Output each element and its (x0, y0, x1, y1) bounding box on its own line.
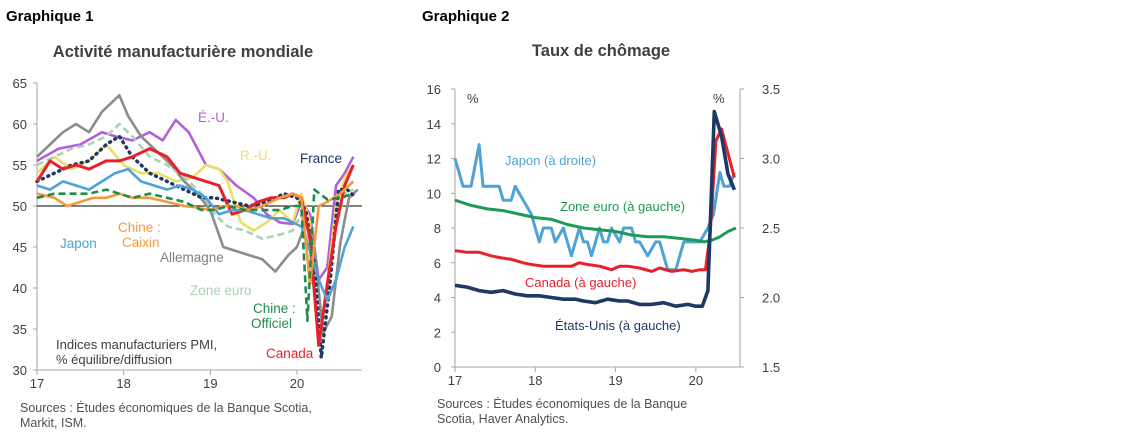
chart1-series-france (35, 134, 358, 360)
chart2-left-tick-label: 16 (427, 82, 441, 97)
chart1-series-label-canada: Canada (266, 346, 314, 361)
chart2-right-unit: % (713, 91, 725, 106)
chart2-series-etats-unis-a-gauche (454, 109, 737, 308)
chart1-series-label-chine-caixin-line1: Chine : (118, 220, 161, 235)
chart2-series-label-zone-euro-a-gauche: Zone euro (à gauche) (560, 199, 685, 214)
chart1-title: Activité manufacturière mondiale (53, 43, 313, 61)
chart2-left-tick-label: 14 (427, 117, 441, 132)
chart1-series-chine-officiel (36, 188, 354, 323)
chart1-series-label-chine-caixin-line2: Caixin (122, 235, 160, 250)
chart1-series-label-france: France (300, 151, 342, 166)
chart2-left-tick-label: 2 (434, 325, 441, 340)
chart2-left-tick-label: 6 (434, 256, 441, 271)
chart2-x-tick-label: 17 (448, 373, 462, 388)
chart1-series-label-zone-euro: Zone euro (190, 283, 252, 298)
chart2-series-label-etats-unis-a-gauche: États-Unis (à gauche) (555, 318, 681, 333)
panel-label-right: Graphique 2 (422, 8, 510, 25)
chart1-series-japon (36, 167, 355, 302)
panel-label-left: Graphique 1 (6, 8, 94, 25)
chart2-x-tick-label: 19 (608, 373, 622, 388)
chart1-y-tick-label: 55 (13, 158, 27, 173)
chart1-x-tick-label: 18 (116, 376, 130, 391)
chart1-series-label-chine-officiel-line1: Chine : (253, 301, 296, 316)
chart1-series-label-r-u: R.-U. (240, 148, 272, 163)
chart1-y-tick-label: 40 (13, 281, 27, 296)
chart1-plot-area: 30 35 40 45 50 55 60 65 17 18 19 20 É.-U. R.-U. Allema… (13, 76, 362, 391)
chart1-series-allemagne (36, 94, 359, 335)
chart1-y-tick-label: 45 (13, 240, 27, 255)
chart2-plot-area: 0 2 4 6 8 10 12 14 16 1.5 2.0 2.5 3.0 3.5 17 18 19 20 Japo… (427, 82, 781, 388)
chart2-x-tick-label: 20 (689, 373, 703, 388)
chart1-x-tick-label: 17 (30, 376, 44, 391)
chart1-series-label-chine-officiel-line2: Officiel (251, 316, 292, 331)
chart2-sources-line2: Scotia, Haver Analytics. (437, 412, 569, 426)
chart2-x-tick-label: 18 (528, 373, 542, 388)
chart1-y-tick-label: 60 (13, 117, 27, 132)
chart2-series-canada-a-gauche (454, 127, 736, 273)
chart2-series-japon-a-droite (453, 143, 736, 272)
chart1-sources-line2: Markit, ISM. (20, 416, 87, 430)
chart2-series-label-japon-a-droite: Japon (à droite) (505, 153, 596, 168)
chart2-sources-line1: Sources : Études économiques de la Banqu… (437, 397, 688, 411)
chart1-series-label-e-u: É.-U. (198, 110, 229, 125)
chart1-series-label-allemagne: Allemagne (160, 250, 224, 265)
chart1-sources-line1: Sources : Études économiques de la Banqu… (20, 401, 312, 415)
chart2-right-tick-label: 1.5 (762, 360, 780, 375)
chart2-left-tick-label: 12 (427, 152, 441, 167)
chart2-left-tick-label: 10 (427, 186, 441, 201)
chart2-left-tick-label: 4 (434, 291, 441, 306)
chart2-right-tick-label: 3.5 (762, 82, 780, 97)
chart2-left-tick-label: 0 (434, 360, 441, 375)
chart1-y-tick-label: 65 (13, 76, 27, 91)
chart1-series-canada (35, 147, 355, 347)
chart1-series-label-japon: Japon (60, 236, 97, 251)
chart1-x-tick-label: 19 (203, 376, 217, 391)
chart1-y-tick-label: 50 (13, 199, 27, 214)
chart1-annotation-line2: % équilibre/diffusion (56, 352, 172, 367)
chart1-annotation-line1: Indices manufacturiers PMI, (56, 337, 217, 352)
chart2-sources: Sources : Études économiques de la Banqu… (437, 397, 687, 427)
chart2-series-label-canada-a-gauche: Canada (à gauche) (525, 275, 636, 290)
chart2-left-unit: % (467, 91, 479, 106)
chart1-x-tick-label: 20 (290, 376, 304, 391)
chart2-left-tick-label: 8 (434, 221, 441, 236)
chart2-right-tick-label: 2.5 (762, 221, 780, 236)
chart2-right-tick-label: 2.0 (762, 291, 780, 306)
chart1-y-tick-label: 35 (13, 322, 27, 337)
chart1-y-tick-label: 30 (13, 363, 27, 378)
chart1-series-e-u (36, 118, 355, 282)
chart1-sources: Sources : Études économiques de la Banqu… (20, 401, 312, 431)
chart2-title: Taux de chômage (532, 42, 670, 60)
chart2-right-tick-label: 3.0 (762, 152, 780, 167)
